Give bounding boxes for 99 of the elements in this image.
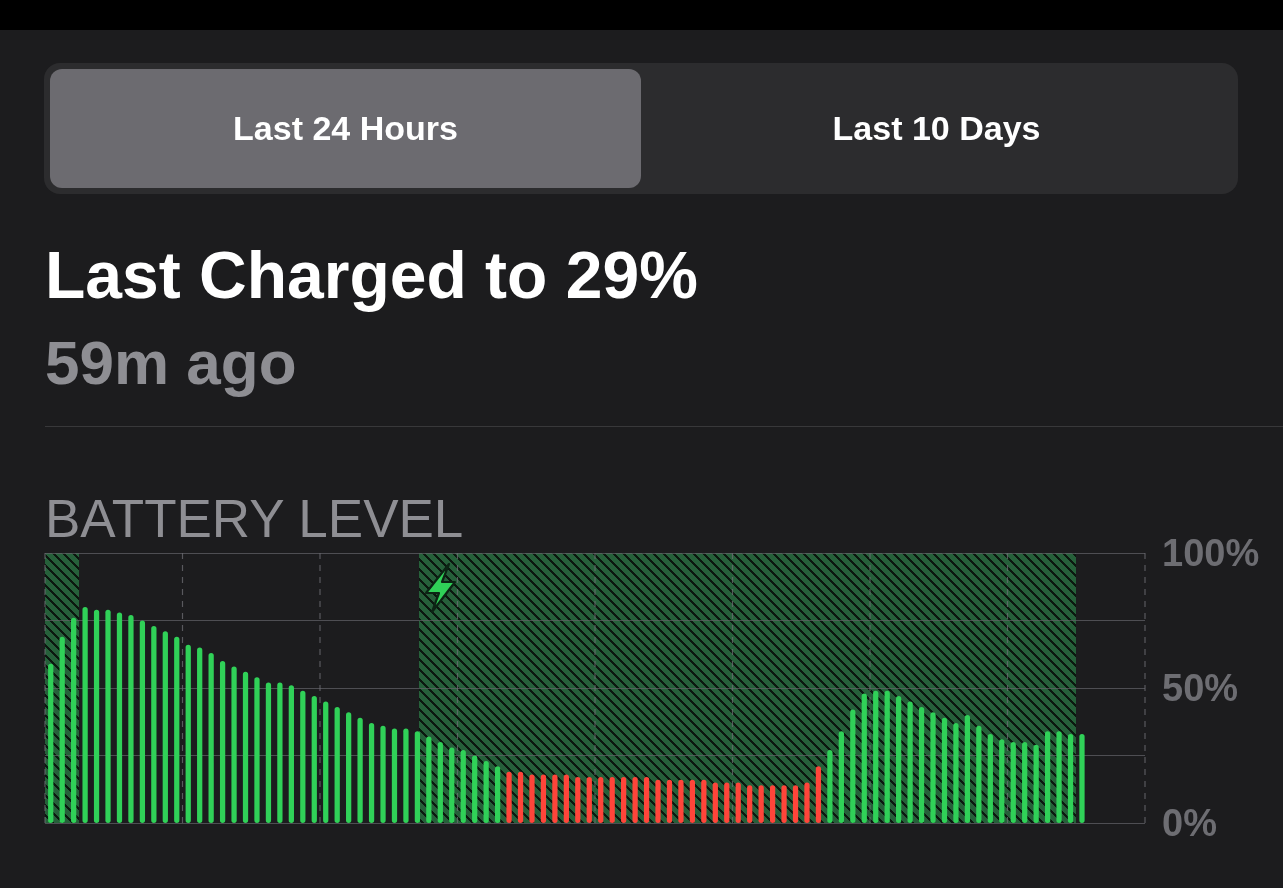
bar	[1044, 731, 1051, 823]
bar	[689, 779, 696, 823]
bar	[827, 750, 833, 823]
bar	[563, 774, 569, 823]
bar	[472, 755, 478, 823]
chart-title: Last Charged to 29%	[45, 238, 698, 312]
bar	[1079, 733, 1085, 823]
bar	[71, 617, 77, 823]
bar	[735, 782, 741, 823]
bar	[449, 747, 455, 823]
bar	[208, 652, 214, 823]
bar	[460, 750, 466, 823]
bar	[254, 677, 260, 823]
bar	[265, 682, 272, 823]
bar	[884, 690, 890, 823]
bar	[540, 774, 547, 823]
bar	[896, 696, 902, 823]
bar	[598, 777, 604, 823]
bar	[219, 661, 226, 823]
bar	[930, 712, 936, 823]
bar	[953, 723, 959, 823]
bar	[346, 712, 352, 823]
bar	[311, 696, 317, 823]
bar	[1010, 742, 1016, 823]
bar	[288, 685, 294, 823]
bar	[987, 733, 993, 823]
bar	[231, 666, 237, 823]
bar	[59, 636, 65, 823]
bar	[242, 671, 249, 823]
bar	[368, 723, 375, 823]
bar	[712, 782, 718, 823]
bar	[838, 731, 844, 823]
bar	[999, 739, 1005, 823]
bar	[426, 736, 432, 823]
bar	[781, 785, 787, 823]
bar	[48, 663, 54, 823]
bar	[861, 693, 867, 823]
bar	[976, 725, 982, 823]
bar	[964, 715, 971, 823]
bar	[323, 701, 329, 823]
bar	[437, 742, 443, 823]
bar	[873, 690, 879, 823]
bar	[815, 766, 822, 823]
bar	[552, 774, 558, 823]
bar	[300, 690, 306, 823]
bar	[494, 766, 501, 823]
bar	[414, 731, 421, 823]
tab[interactable]: Last 24 Hours	[50, 69, 641, 188]
bar	[334, 706, 340, 823]
bar	[758, 785, 764, 823]
bar	[391, 728, 398, 823]
bar	[655, 779, 661, 823]
bar	[792, 785, 799, 823]
bar	[575, 777, 581, 823]
bar	[850, 709, 856, 823]
bar	[643, 777, 650, 823]
bar	[1067, 733, 1074, 823]
bar	[128, 615, 134, 823]
bar	[1022, 742, 1028, 823]
text: BATTERY LEVEL	[45, 489, 464, 548]
bar	[609, 777, 615, 823]
y-tick-label: 50%	[1162, 667, 1239, 709]
bar	[941, 717, 948, 823]
bar	[380, 725, 386, 823]
y-tick-label: 100%	[1162, 532, 1260, 574]
bar	[517, 771, 524, 823]
bar	[82, 607, 88, 823]
bar	[529, 774, 535, 823]
bar	[586, 777, 592, 823]
bar	[666, 779, 673, 823]
bar	[357, 717, 363, 823]
bar	[678, 779, 684, 823]
bar	[769, 785, 776, 823]
bar	[632, 777, 638, 823]
bar	[174, 636, 180, 823]
bar	[918, 706, 925, 823]
bar	[724, 782, 730, 823]
bar	[621, 777, 627, 823]
bar	[1056, 731, 1062, 823]
bar	[162, 631, 168, 823]
bar	[116, 612, 123, 823]
bar	[93, 609, 100, 823]
chart-subtitle: 59m ago	[45, 328, 297, 397]
bar	[277, 682, 283, 823]
y-tick-label: 0%	[1162, 802, 1217, 844]
bar	[197, 647, 203, 823]
bar	[403, 728, 409, 823]
bar	[483, 760, 489, 823]
bar	[506, 771, 512, 823]
bar	[907, 701, 913, 823]
bar	[151, 625, 157, 823]
bar	[1033, 744, 1039, 823]
bar	[747, 785, 753, 823]
bar	[139, 620, 146, 823]
bar	[185, 644, 191, 823]
bar	[105, 609, 111, 823]
bar	[701, 779, 707, 823]
tab[interactable]: Last 10 Days	[641, 69, 1232, 188]
bar	[804, 782, 810, 823]
